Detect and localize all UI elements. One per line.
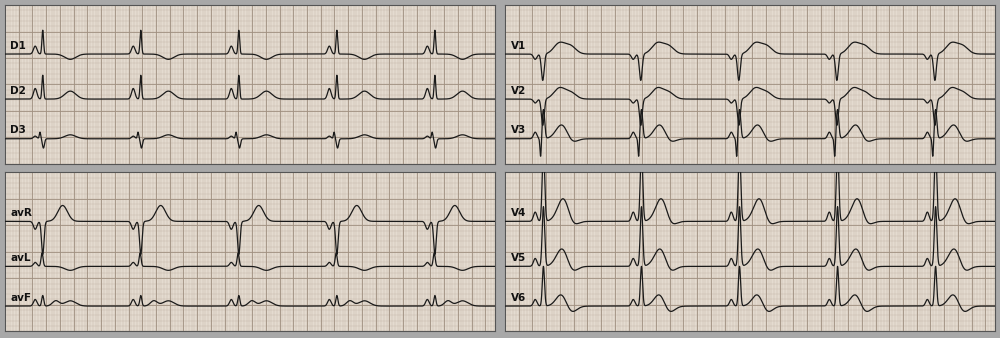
Text: V2: V2	[510, 86, 526, 96]
Text: avL: avL	[10, 253, 31, 263]
Text: D1: D1	[10, 41, 26, 51]
Text: V1: V1	[510, 41, 526, 51]
Text: avF: avF	[10, 293, 31, 303]
Text: V6: V6	[510, 293, 526, 303]
Text: V3: V3	[510, 125, 526, 136]
Text: avR: avR	[10, 208, 32, 218]
Text: V4: V4	[510, 208, 526, 218]
Text: D2: D2	[10, 86, 26, 96]
Text: V5: V5	[510, 253, 526, 263]
Text: D3: D3	[10, 125, 26, 136]
